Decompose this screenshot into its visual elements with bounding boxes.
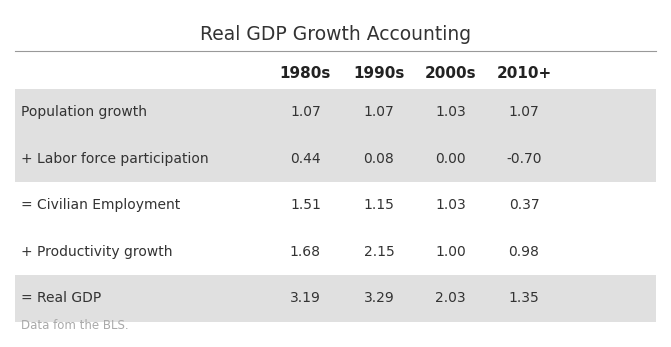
Text: Real GDP Growth Accounting: Real GDP Growth Accounting xyxy=(200,25,471,44)
Text: 1.68: 1.68 xyxy=(290,245,321,259)
Text: 2.03: 2.03 xyxy=(435,291,466,305)
Text: 1.07: 1.07 xyxy=(509,105,539,119)
Text: + Labor force participation: + Labor force participation xyxy=(21,152,209,166)
Text: 1.51: 1.51 xyxy=(290,198,321,212)
Text: 1.15: 1.15 xyxy=(364,198,395,212)
Text: 1.07: 1.07 xyxy=(290,105,321,119)
Text: 0.98: 0.98 xyxy=(509,245,539,259)
Text: 1980s: 1980s xyxy=(280,66,331,81)
Text: 3.19: 3.19 xyxy=(290,291,321,305)
Text: 2000s: 2000s xyxy=(425,66,476,81)
Text: 0.00: 0.00 xyxy=(435,152,466,166)
FancyBboxPatch shape xyxy=(15,182,656,229)
Text: 0.44: 0.44 xyxy=(290,152,321,166)
Text: = Real GDP: = Real GDP xyxy=(21,291,102,305)
Text: Data fom the BLS.: Data fom the BLS. xyxy=(21,319,129,332)
Text: -0.70: -0.70 xyxy=(506,152,541,166)
FancyBboxPatch shape xyxy=(15,275,656,322)
Text: 1.03: 1.03 xyxy=(435,105,466,119)
Text: 0.37: 0.37 xyxy=(509,198,539,212)
FancyBboxPatch shape xyxy=(15,229,656,275)
Text: 1.07: 1.07 xyxy=(364,105,395,119)
Text: = Civilian Employment: = Civilian Employment xyxy=(21,198,180,212)
Text: 3.29: 3.29 xyxy=(364,291,395,305)
Text: 0.08: 0.08 xyxy=(364,152,395,166)
Text: 2.15: 2.15 xyxy=(364,245,395,259)
Text: 1.03: 1.03 xyxy=(435,198,466,212)
Text: 1.35: 1.35 xyxy=(509,291,539,305)
FancyBboxPatch shape xyxy=(15,136,656,182)
Text: 2010+: 2010+ xyxy=(497,66,552,81)
Text: Population growth: Population growth xyxy=(21,105,148,119)
Text: + Productivity growth: + Productivity growth xyxy=(21,245,173,259)
Text: 1990s: 1990s xyxy=(353,66,405,81)
FancyBboxPatch shape xyxy=(15,89,656,136)
Text: 1.00: 1.00 xyxy=(435,245,466,259)
